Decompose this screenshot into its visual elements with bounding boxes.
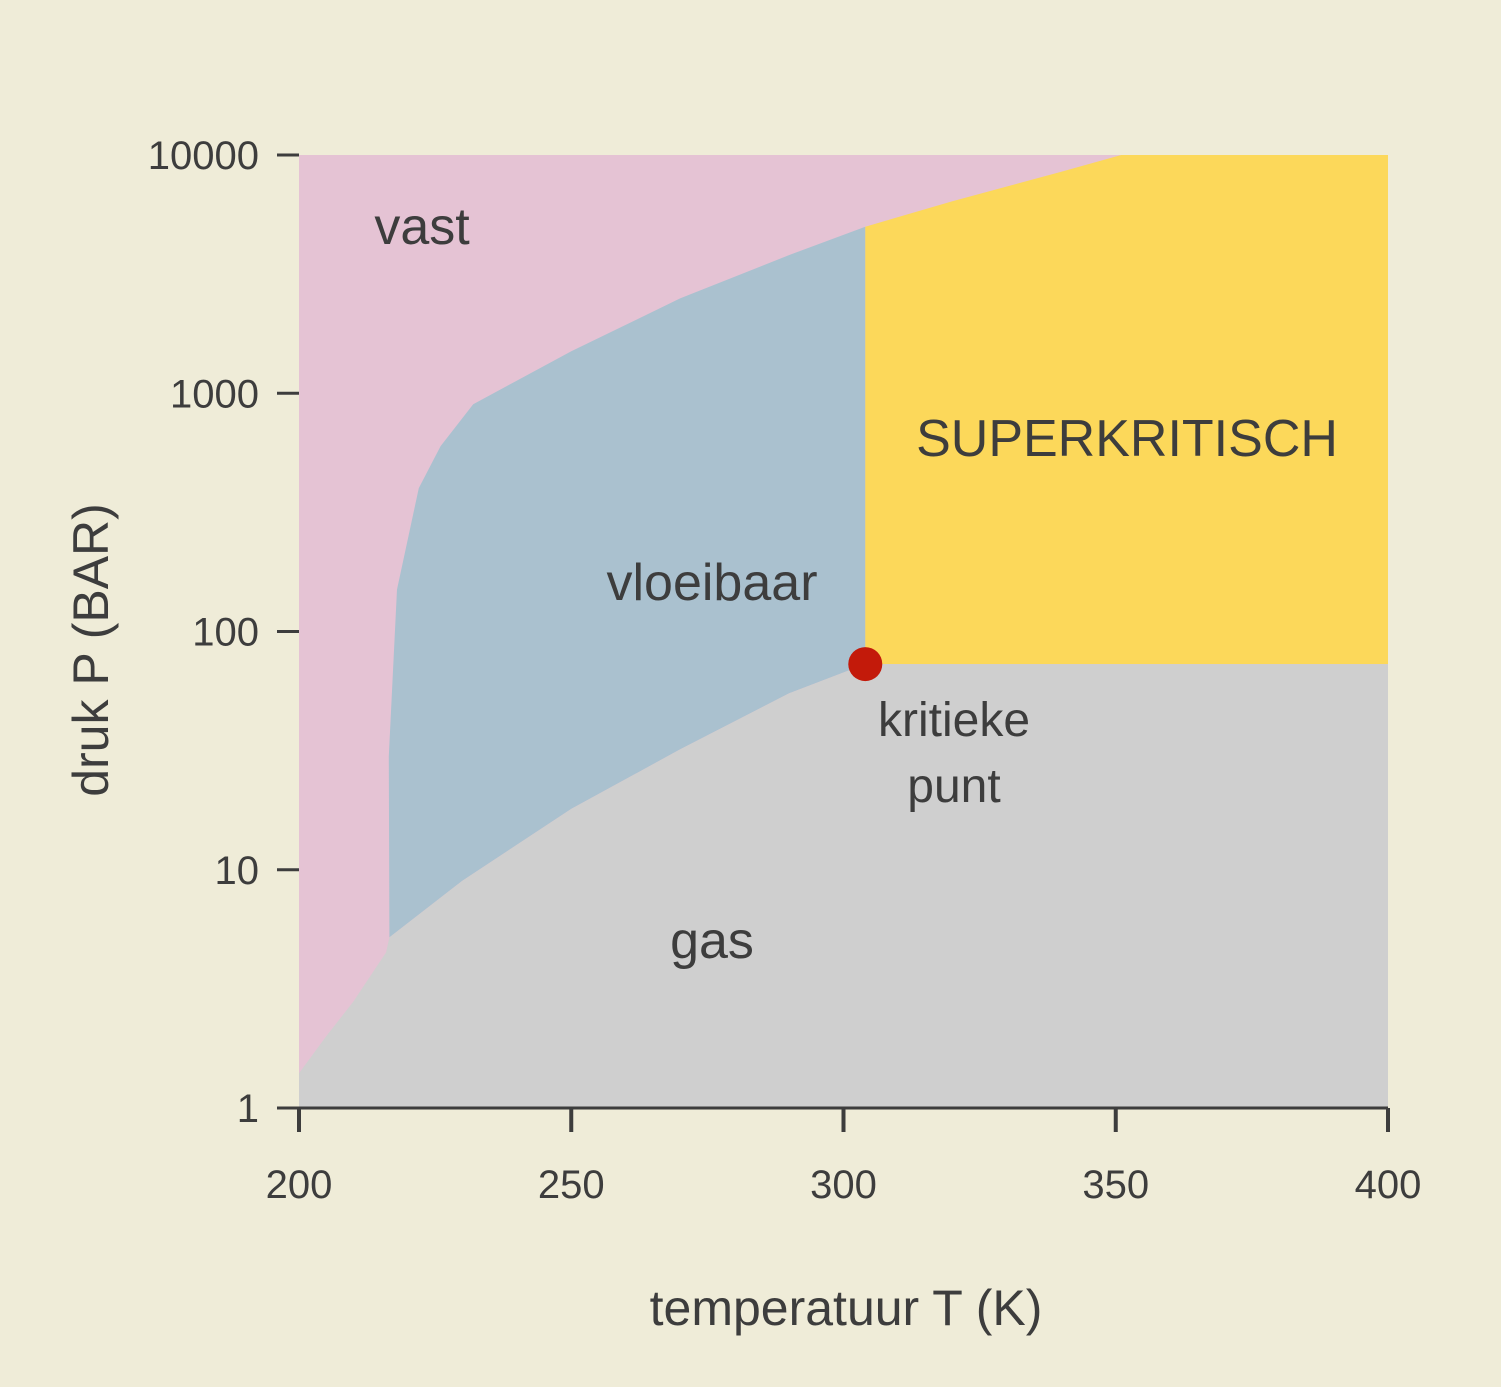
critical-point-label-line1: kritieke	[878, 694, 1030, 747]
critical-point-marker	[848, 647, 883, 682]
phase-regions	[299, 155, 1388, 1108]
x-axis-title: temperatuur T (K)	[650, 1280, 1043, 1336]
region-superkritisch	[865, 155, 1388, 665]
y-tick-label: 1	[237, 1087, 259, 1131]
label-vloeibaar: vloeibaar	[606, 554, 817, 612]
region-gas	[299, 664, 1388, 1108]
critical-point-label-line2: punt	[907, 760, 1000, 813]
x-tick-label: 400	[1355, 1163, 1422, 1207]
x-tick-label: 200	[266, 1163, 333, 1207]
label-superkritisch: SUPERKRITISCH	[916, 410, 1338, 468]
x-axis-ticks: 200 250 300 350 400	[266, 1108, 1422, 1207]
y-axis-ticks: 1 10 100 1000 10000	[148, 134, 299, 1131]
y-tick-label: 1000	[170, 372, 259, 416]
y-tick-label: 10	[215, 849, 260, 893]
y-tick-label: 100	[192, 611, 259, 655]
x-tick-label: 250	[538, 1163, 605, 1207]
x-tick-label: 350	[1082, 1163, 1149, 1207]
label-gas: gas	[670, 912, 754, 970]
x-tick-label: 300	[810, 1163, 877, 1207]
y-axis-title: druk P (BAR)	[63, 503, 119, 797]
region-vloeibaar	[388, 226, 866, 938]
axes: 200 250 300 350 400 1 10 100 1000 10000	[148, 134, 1422, 1207]
y-tick-label: 10000	[148, 134, 259, 178]
label-vast: vast	[374, 198, 470, 256]
